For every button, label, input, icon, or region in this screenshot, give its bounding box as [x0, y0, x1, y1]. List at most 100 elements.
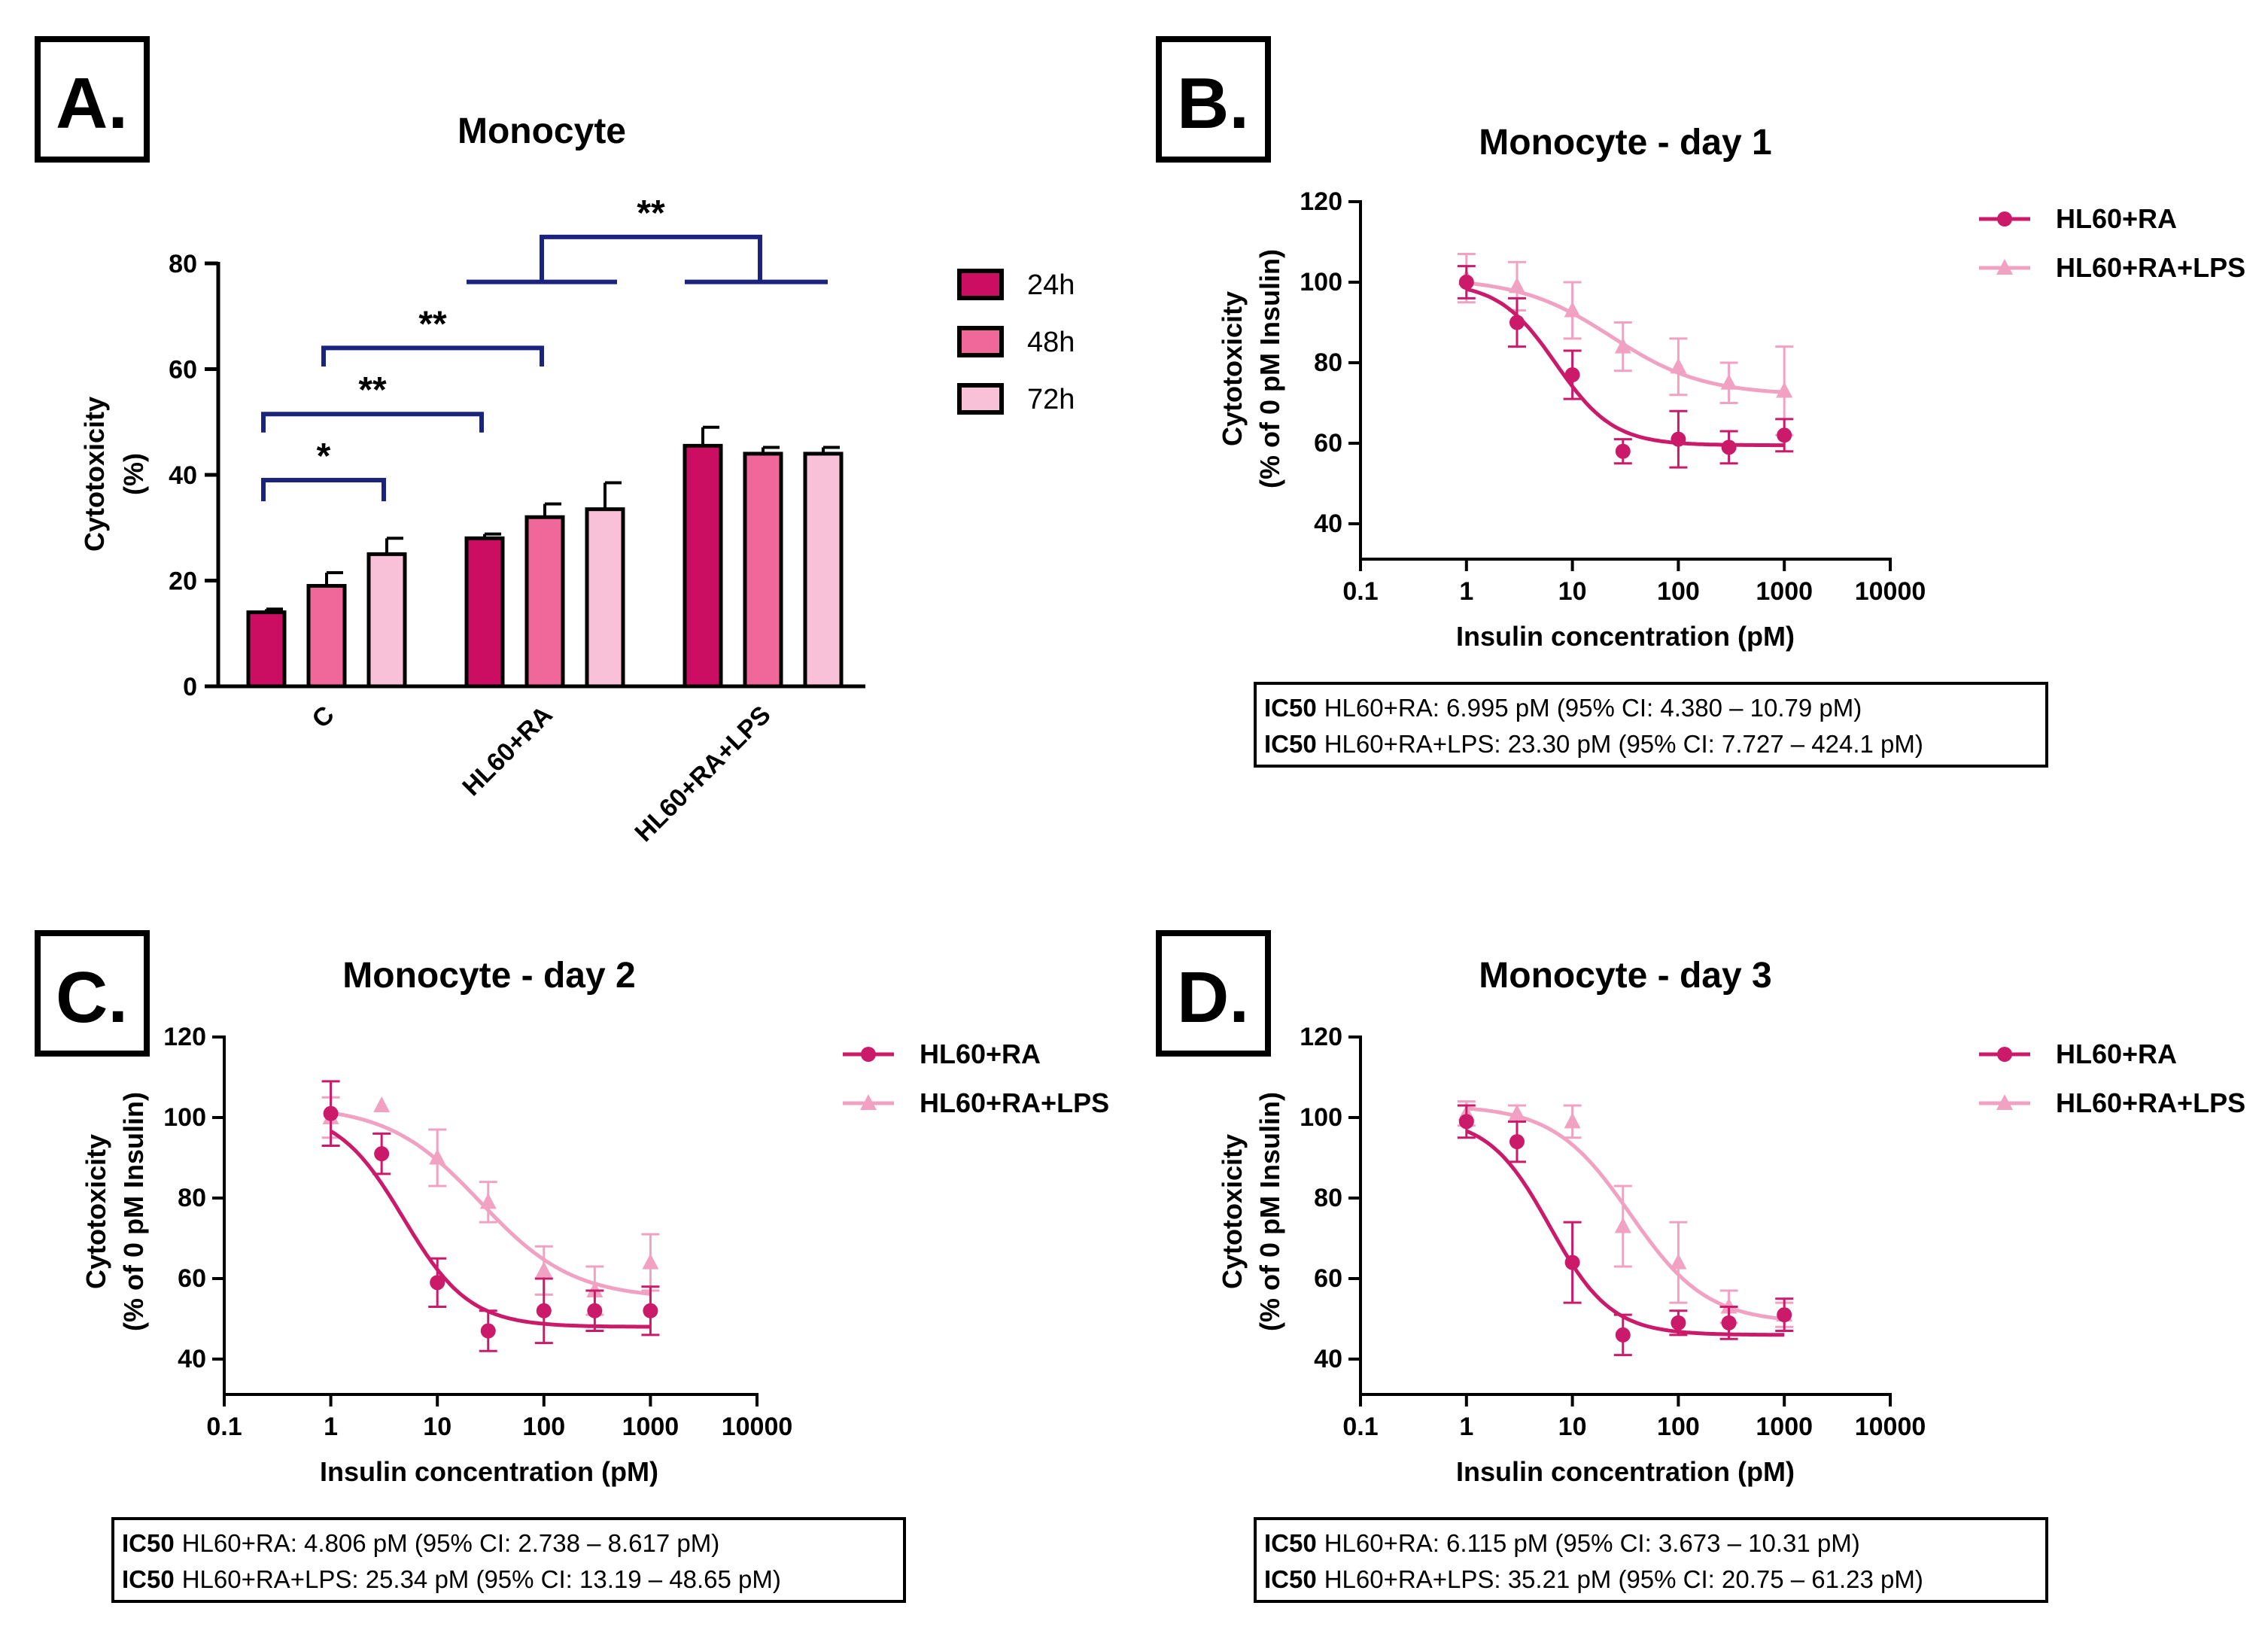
b-point-ra — [1509, 315, 1525, 330]
panel-c-ic50-text2: HL60+RA+LPS: 25.34 pM (95% CI: 13.19 – 4… — [182, 1565, 781, 1593]
c-point-ra — [430, 1275, 445, 1291]
panel-d-ic50-line2: IC50 HL60+RA+LPS: 35.21 pM (95% CI: 20.75… — [1264, 1565, 1923, 1593]
c-point-ra — [374, 1146, 390, 1162]
panel-d: D. Monocyte - day 3 Cytotoxicity (% of 0… — [1156, 930, 2245, 1603]
a-significance-star: ** — [358, 370, 387, 410]
panel-a-title: Monocyte — [458, 111, 626, 151]
b-legend-marker — [1996, 259, 2013, 275]
c-y-tick-label: 40 — [178, 1345, 206, 1373]
b-legend-marker — [1997, 211, 2012, 227]
panel-c-letter: C. — [56, 957, 128, 1038]
c-y-tick-label: 100 — [163, 1103, 206, 1132]
d-legend-label: HL60+RA+LPS — [2056, 1087, 2245, 1118]
panel-d-ic50-label1: IC50 — [1264, 1529, 1317, 1557]
b-point-ra — [1777, 427, 1792, 443]
d-point-ra — [1671, 1315, 1686, 1330]
a-significance-bracket — [261, 412, 484, 433]
b-y-tick-label: 60 — [1314, 429, 1342, 458]
d-y-tick-label: 80 — [1314, 1184, 1342, 1212]
b-x-tick-label: 0.1 — [1342, 577, 1378, 606]
panel-d-ylabel-line2: (% of 0 pM Insulin) — [1254, 1092, 1285, 1331]
b-fit-curve-ra — [1466, 287, 1785, 448]
panel-b-ic50-text1: HL60+RA: 6.995 pM (95% CI: 4.380 – 10.79… — [1324, 694, 1862, 722]
panel-c-letter-box — [35, 930, 150, 1057]
panel-b-ic50-label2: IC50 — [1264, 730, 1317, 758]
d-legend-marker — [1996, 1094, 2013, 1110]
panel-c-plot: 40 60 80 100 120 0.1 1 10 100 1000 10000 — [163, 1023, 792, 1441]
b-point-ra — [1671, 431, 1686, 447]
c-x-tick-label: 0.1 — [206, 1413, 242, 1441]
d-y-tick-label: 40 — [1314, 1345, 1342, 1373]
c-point-lps — [373, 1096, 391, 1112]
a-x-tick-label: HL60+RA — [457, 701, 558, 801]
a-significance-bracket — [321, 345, 544, 366]
d-y-tick-label: 60 — [1314, 1264, 1342, 1293]
c-point-ra — [587, 1303, 603, 1318]
c-y-tick-label: 60 — [178, 1264, 206, 1293]
c-point-lps — [535, 1261, 552, 1278]
panel-b-letter: B. — [1177, 63, 1249, 144]
b-point-ra — [1564, 367, 1580, 383]
c-fit-curve-ra — [330, 1130, 651, 1329]
panel-a-letter-box — [35, 36, 150, 163]
panel-a: A. Monocyte Cytotoxicity (%) 0 20 40 60 80 C H… — [35, 36, 1075, 847]
c-y-tick-label: 120 — [163, 1023, 206, 1051]
a-bar — [803, 452, 844, 689]
panel-d-ylabel-line1: Cytotoxicity — [1217, 1134, 1248, 1289]
b-point-lps — [1508, 277, 1525, 293]
a-bar — [585, 507, 625, 689]
panel-a-letter: A. — [56, 63, 128, 144]
c-point-ra — [323, 1105, 339, 1121]
a-bar — [246, 610, 287, 689]
a-significance-bracket — [540, 234, 762, 282]
c-point-lps — [429, 1148, 446, 1165]
panel-b-plot: 40 60 80 100 120 0.1 1 10 100 1000 10000 — [1300, 187, 1926, 606]
d-point-ra — [1458, 1114, 1474, 1130]
panel-c-xlabel: Insulin concentration (pM) — [320, 1456, 658, 1487]
b-y-tick-label: 40 — [1314, 509, 1342, 538]
panel-c-ic50-box — [111, 1517, 906, 1603]
d-point-ra — [1509, 1134, 1525, 1150]
d-legend-label: HL60+RA — [2056, 1039, 2177, 1069]
c-point-lps — [642, 1253, 659, 1270]
b-legend-label: HL60+RA+LPS — [2056, 252, 2245, 283]
panel-c-ic50-label1: IC50 — [122, 1529, 175, 1557]
panel-d-ic50-line1: IC50 HL60+RA: 6.115 pM (95% CI: 3.673 – 1… — [1264, 1529, 1860, 1557]
d-y-tick-label: 120 — [1300, 1023, 1342, 1051]
a-bar — [366, 552, 407, 689]
a-legend-label: 24h — [1027, 269, 1075, 301]
d-x-tick-label: 0.1 — [1342, 1413, 1378, 1441]
panel-d-ic50-text1: HL60+RA: 6.115 pM (95% CI: 3.673 – 10.31… — [1324, 1529, 1860, 1557]
a-bar — [464, 536, 505, 689]
a-y-tick-label: 80 — [169, 250, 197, 278]
panel-b-title: Monocyte - day 1 — [1479, 123, 1771, 163]
c-x-tick-label: 1 — [324, 1413, 338, 1441]
a-legend-swatch — [957, 269, 1004, 300]
b-point-ra — [1458, 275, 1474, 290]
panel-b-ic50-label1: IC50 — [1264, 694, 1317, 722]
b-x-tick-label: 10 — [1558, 577, 1587, 606]
panel-c-ic50-text1: HL60+RA: 4.806 pM (95% CI: 2.738 – 8.617… — [182, 1529, 720, 1557]
panel-b-ic50-box — [1254, 682, 2048, 768]
c-legend-label: HL60+RA — [920, 1039, 1041, 1069]
d-x-tick-label: 1000 — [1756, 1413, 1813, 1441]
panel-c-legend: HL60+RA HL60+RA+LPS — [843, 1039, 1109, 1118]
c-x-tick-label: 10 — [423, 1413, 451, 1441]
b-x-tick-label: 1 — [1459, 577, 1473, 606]
panel-b-letter-box — [1156, 36, 1271, 163]
c-point-ra — [480, 1323, 496, 1339]
c-x-tick-label: 1000 — [622, 1413, 679, 1441]
d-point-ra — [1721, 1315, 1737, 1330]
a-legend-swatch — [957, 326, 1004, 357]
a-y-tick-label: 20 — [169, 567, 197, 596]
d-point-ra — [1777, 1307, 1792, 1323]
panel-d-letter: D. — [1177, 957, 1249, 1038]
a-legend-swatch — [957, 383, 1004, 415]
panel-d-xlabel: Insulin concentration (pM) — [1456, 1456, 1795, 1487]
a-significance-star: ** — [637, 193, 665, 233]
a-significance-star: * — [317, 436, 331, 476]
a-legend-label: 72h — [1027, 384, 1075, 415]
panel-b-ylabel-line2: (% of 0 pM Insulin) — [1254, 249, 1285, 488]
